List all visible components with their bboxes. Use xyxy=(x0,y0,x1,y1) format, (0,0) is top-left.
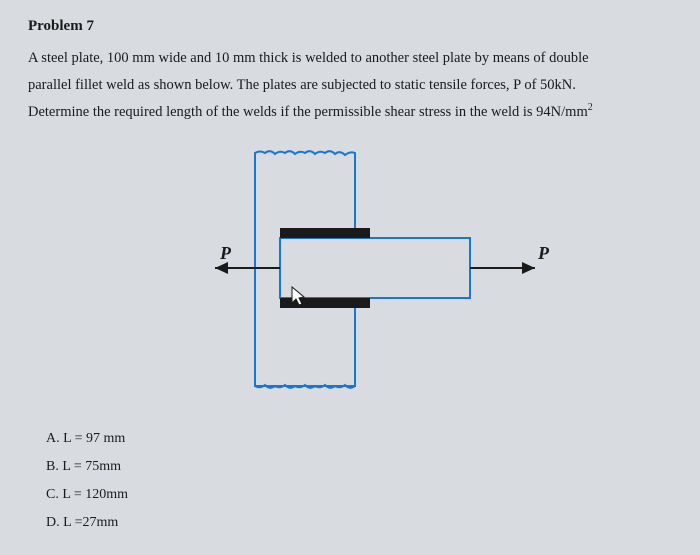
text-line-2: parallel fillet weld as shown below. The… xyxy=(28,77,576,93)
option-b: B. L = 75mm xyxy=(46,453,672,481)
force-label-right: P xyxy=(537,243,550,263)
force-label-left: P xyxy=(219,243,232,263)
option-c: C. L = 120mm xyxy=(46,481,672,509)
option-a: A. L = 97 mm xyxy=(46,425,672,453)
force-arrow-left-head xyxy=(215,262,228,274)
answer-options: A. L = 97 mm B. L = 75mm C. L = 120mm D.… xyxy=(46,425,672,537)
diagram-container: P P xyxy=(28,141,672,401)
problem-statement: A steel plate, 100 mm wide and 10 mm thi… xyxy=(28,45,672,125)
horizontal-plate xyxy=(280,238,470,298)
weld-top xyxy=(280,228,370,238)
weld-diagram: P P xyxy=(140,141,560,401)
superscript: 2 xyxy=(588,102,593,113)
option-d: D. L =27mm xyxy=(46,509,672,537)
text-line-3: Determine the required length of the wel… xyxy=(28,104,588,120)
text-line-1: A steel plate, 100 mm wide and 10 mm thi… xyxy=(28,50,589,66)
problem-title: Problem 7 xyxy=(28,18,672,35)
force-arrow-right-head xyxy=(522,262,535,274)
diagram-svg: P P xyxy=(140,141,560,401)
